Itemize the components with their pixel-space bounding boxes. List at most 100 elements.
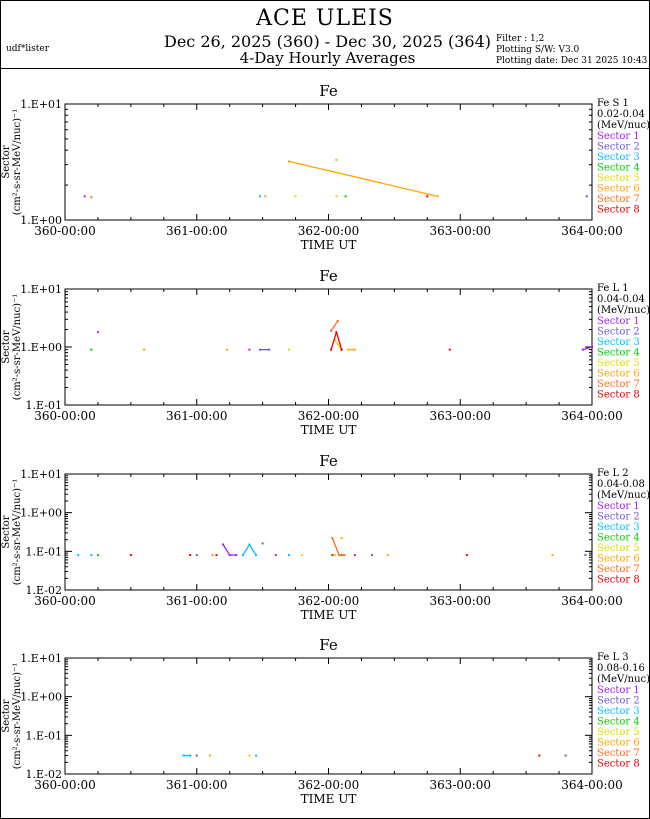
legend-sector-5: Sector 5 (597, 358, 640, 369)
data-point-sector-7 (343, 554, 346, 557)
x-tick-label: 364-00:00 (561, 778, 623, 792)
y-tick-label: 1.E-02 (26, 584, 62, 597)
user-label: udf*lister (6, 44, 50, 54)
data-point-sector-3 (258, 195, 261, 198)
y-axis-units: (cm²-s-sr-MeV/nuc)⁻¹ (12, 109, 23, 216)
data-point-sector-7 (330, 329, 333, 332)
chart-panel-3: Fe 360-00:00 361-00:00 362-00:00 363-00:00 36… (1, 452, 650, 622)
data-point-sector-3 (287, 554, 290, 557)
data-point-sector-2 (268, 348, 271, 351)
data-point-sector-6 (143, 348, 146, 351)
legend-sector-6: Sector 6 (597, 369, 640, 380)
data-point-sector-2 (258, 348, 261, 351)
series-line-sector-3 (242, 544, 251, 556)
legend-sector-6: Sector 6 (597, 554, 640, 565)
data-point-sector-8 (331, 554, 334, 557)
legend-energy-range: 0.08-0.16 (597, 663, 645, 674)
series-line-sector-6 (288, 160, 439, 197)
data-point-sector-5 (294, 195, 297, 198)
legend-sector-1: Sector 1 (597, 685, 640, 696)
data-point-sector-2 (261, 542, 264, 545)
x-tick-label: 361-00:00 (166, 594, 228, 608)
data-point-sector-1 (581, 348, 584, 351)
y-axis-label: Sector (1, 330, 12, 363)
legend-units: (MeV/nuc) (597, 120, 650, 131)
data-point-sector-8 (465, 554, 468, 557)
data-point-sector-5 (248, 754, 251, 757)
legend-energy-range: 0.04-0.08 (597, 479, 645, 490)
data-point-sector-6 (264, 195, 267, 198)
legend-sector-7: Sector 7 (597, 564, 640, 575)
x-tick-label: 360-00:00 (34, 778, 96, 792)
data-point-sector-1 (96, 331, 99, 334)
y-axis-label: Sector (1, 515, 12, 548)
chart-panel-4: Fe 360-00:00 361-00:00 362-00:00 363-00:00 36… (1, 636, 650, 806)
legend-sector-8: Sector 8 (597, 205, 640, 216)
x-axis-label: TIME UT (301, 238, 357, 252)
legend-sector-4: Sector 4 (597, 717, 640, 728)
data-point-sector-6 (211, 554, 214, 557)
data-point-sector-5 (334, 554, 337, 557)
y-axis-units: (cm²-s-sr-MeV/nuc)⁻¹ (12, 479, 23, 586)
plot-axes-box (64, 103, 593, 221)
data-point-sector-1 (591, 346, 593, 348)
legend-sector-1: Sector 1 (597, 501, 640, 512)
legend-sector-5: Sector 5 (597, 173, 640, 184)
data-point-sector-6 (287, 160, 290, 163)
legend-sector-6: Sector 6 (597, 738, 640, 749)
y-tick-label: 1.E-01 (26, 545, 62, 558)
data-point-sector-6 (208, 754, 211, 757)
data-point-sector-3 (77, 554, 80, 557)
legend-sector-8: Sector 8 (597, 575, 640, 586)
data-point-sector-8 (129, 554, 132, 557)
data-point-sector-1 (228, 554, 231, 557)
legend-sector-4: Sector 4 (597, 533, 640, 544)
x-tick-label: 362-00:00 (298, 778, 360, 792)
legend-sector-7: Sector 7 (597, 748, 640, 759)
y-axis-units: (cm²-s-sr-MeV/nuc)⁻¹ (12, 294, 23, 401)
legend-units: (MeV/nuc) (597, 674, 650, 685)
legend-title: Fe L 3 (597, 652, 629, 663)
x-tick-label: 364-00:00 (561, 594, 623, 608)
x-tick-label: 362-00:00 (298, 224, 360, 238)
data-point-sector-6 (340, 537, 343, 540)
data-point-sector-5 (334, 339, 337, 342)
data-point-sector-3 (90, 554, 93, 557)
data-point-sector-8 (189, 554, 192, 557)
legend-sector-8: Sector 8 (597, 390, 640, 401)
data-point-sector-8 (335, 331, 338, 334)
data-point-sector-2 (195, 754, 198, 757)
legend-sector-2: Sector 2 (597, 327, 640, 338)
legend-units: (MeV/nuc) (597, 490, 650, 501)
y-tick-label: 1.E-02 (26, 768, 62, 781)
legend-energy-range: 0.02-0.04 (597, 109, 645, 120)
legend-sector-4: Sector 4 (597, 163, 640, 174)
chart-title: Fe (319, 82, 338, 100)
data-point-sector-8 (340, 348, 343, 351)
series-line-sector-7 (331, 537, 340, 556)
chart-title: Fe (319, 267, 338, 285)
data-point-sector-3 (248, 543, 251, 546)
header-separator (0, 68, 650, 69)
y-tick-label: 1.E+01 (20, 652, 62, 665)
data-point-sector-2 (584, 554, 587, 557)
legend-sector-2: Sector 2 (597, 142, 640, 153)
data-point-sector-4 (90, 348, 93, 351)
legend-title: Fe L 1 (597, 283, 629, 294)
data-point-sector-8 (215, 554, 218, 557)
y-tick-label: 1.E+00 (20, 691, 62, 704)
legend-sector-3: Sector 3 (597, 152, 640, 163)
data-point-sector-5 (287, 348, 290, 351)
data-point-sector-2 (585, 195, 588, 198)
data-point-sector-8 (426, 195, 429, 198)
x-tick-label: 360-00:00 (34, 224, 96, 238)
data-point-sector-6 (335, 158, 338, 161)
data-point-sector-1 (235, 554, 238, 557)
x-tick-label: 361-00:00 (166, 224, 228, 238)
x-axis-label: TIME UT (301, 608, 357, 622)
y-tick-label: 1.E+00 (20, 507, 62, 520)
x-tick-label: 363-00:00 (429, 224, 491, 238)
data-point-sector-1 (353, 554, 356, 557)
x-tick-label: 363-00:00 (429, 409, 491, 423)
